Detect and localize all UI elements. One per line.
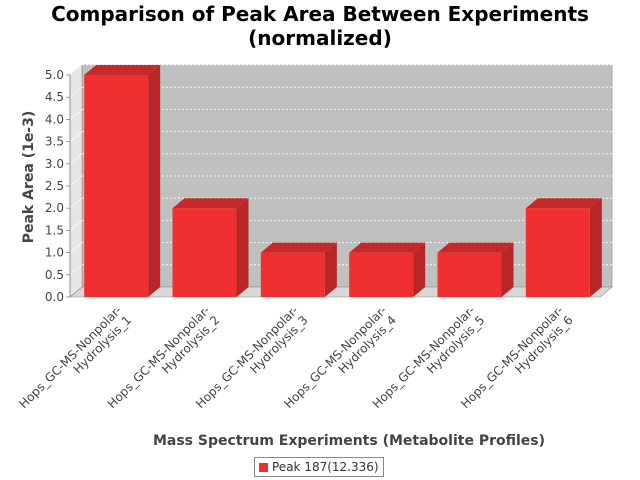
legend: Peak 187(12.336) xyxy=(254,457,384,477)
legend-label: Peak 187(12.336) xyxy=(272,460,379,474)
bar-front xyxy=(172,208,237,297)
y-tick-label: 3.5 xyxy=(45,135,64,149)
bars xyxy=(84,65,602,297)
y-tick-label: 4.0 xyxy=(45,112,64,126)
grid-line xyxy=(69,109,83,120)
legend-swatch xyxy=(259,462,268,472)
bar-side xyxy=(413,242,426,297)
bar-side xyxy=(589,198,602,297)
y-tick-label: 0.0 xyxy=(45,290,64,304)
bar-side xyxy=(501,242,514,297)
y-tick-label: 3.0 xyxy=(45,157,64,171)
x-axis-title: Mass Spectrum Experiments (Metabolite Pr… xyxy=(153,433,545,449)
grid-line xyxy=(69,264,83,276)
y-tick-label: 5.0 xyxy=(45,68,64,82)
grid-line xyxy=(69,242,83,253)
y-tick-label: 0.5 xyxy=(45,268,64,282)
grid-lines xyxy=(69,64,612,276)
bar xyxy=(349,242,426,297)
y-axis: 0.0 0.5 1.0 1.5 2.0 2.5 3.0 3.5 4.0 4.5 5.0 xyxy=(45,68,71,304)
grid-line xyxy=(69,175,83,187)
bar-top xyxy=(172,198,249,209)
bar xyxy=(525,198,602,297)
x-tick-label-line: Hops_GC-MS-Nonpolar- xyxy=(16,303,124,411)
bar xyxy=(437,242,514,297)
bar-front xyxy=(260,252,325,297)
y-tick-label: 2.5 xyxy=(45,179,64,193)
chart-title-line-1: Comparison of Peak Area Between Experime… xyxy=(51,2,589,26)
grid-line xyxy=(69,197,83,209)
chart-title: Comparison of Peak Area Between Experime… xyxy=(0,2,640,50)
y-tick-label: 1.5 xyxy=(45,223,64,237)
bar-top xyxy=(437,242,514,253)
bar-front xyxy=(84,75,149,297)
y-tick-label: 4.5 xyxy=(45,90,64,104)
grid-line xyxy=(69,86,83,98)
grid-line xyxy=(69,64,83,76)
y-tick-label: 2.0 xyxy=(45,201,64,215)
grid-line xyxy=(69,153,83,165)
bar-front xyxy=(349,252,414,297)
x-axis: Hops_GC-MS-Nonpolar-Hydrolysis_1Hops_GC-… xyxy=(16,303,575,411)
grid-line xyxy=(69,131,83,142)
bar-front xyxy=(525,208,590,297)
bar xyxy=(172,198,249,297)
bar-top xyxy=(260,242,337,253)
grid-line xyxy=(69,220,83,231)
bar xyxy=(260,242,337,297)
bar-top xyxy=(349,242,426,253)
bar-top xyxy=(84,65,161,75)
bar-side xyxy=(236,198,249,297)
y-tick-label: 1.0 xyxy=(45,246,64,260)
chart-title-line-2: (normalized) xyxy=(248,26,392,50)
bar-top xyxy=(525,198,602,209)
bar-side xyxy=(324,242,337,297)
bar xyxy=(84,65,161,297)
bar-side xyxy=(148,65,161,297)
bar-front xyxy=(437,252,502,297)
y-axis-title: Peak Area (1e-3) xyxy=(21,111,37,244)
